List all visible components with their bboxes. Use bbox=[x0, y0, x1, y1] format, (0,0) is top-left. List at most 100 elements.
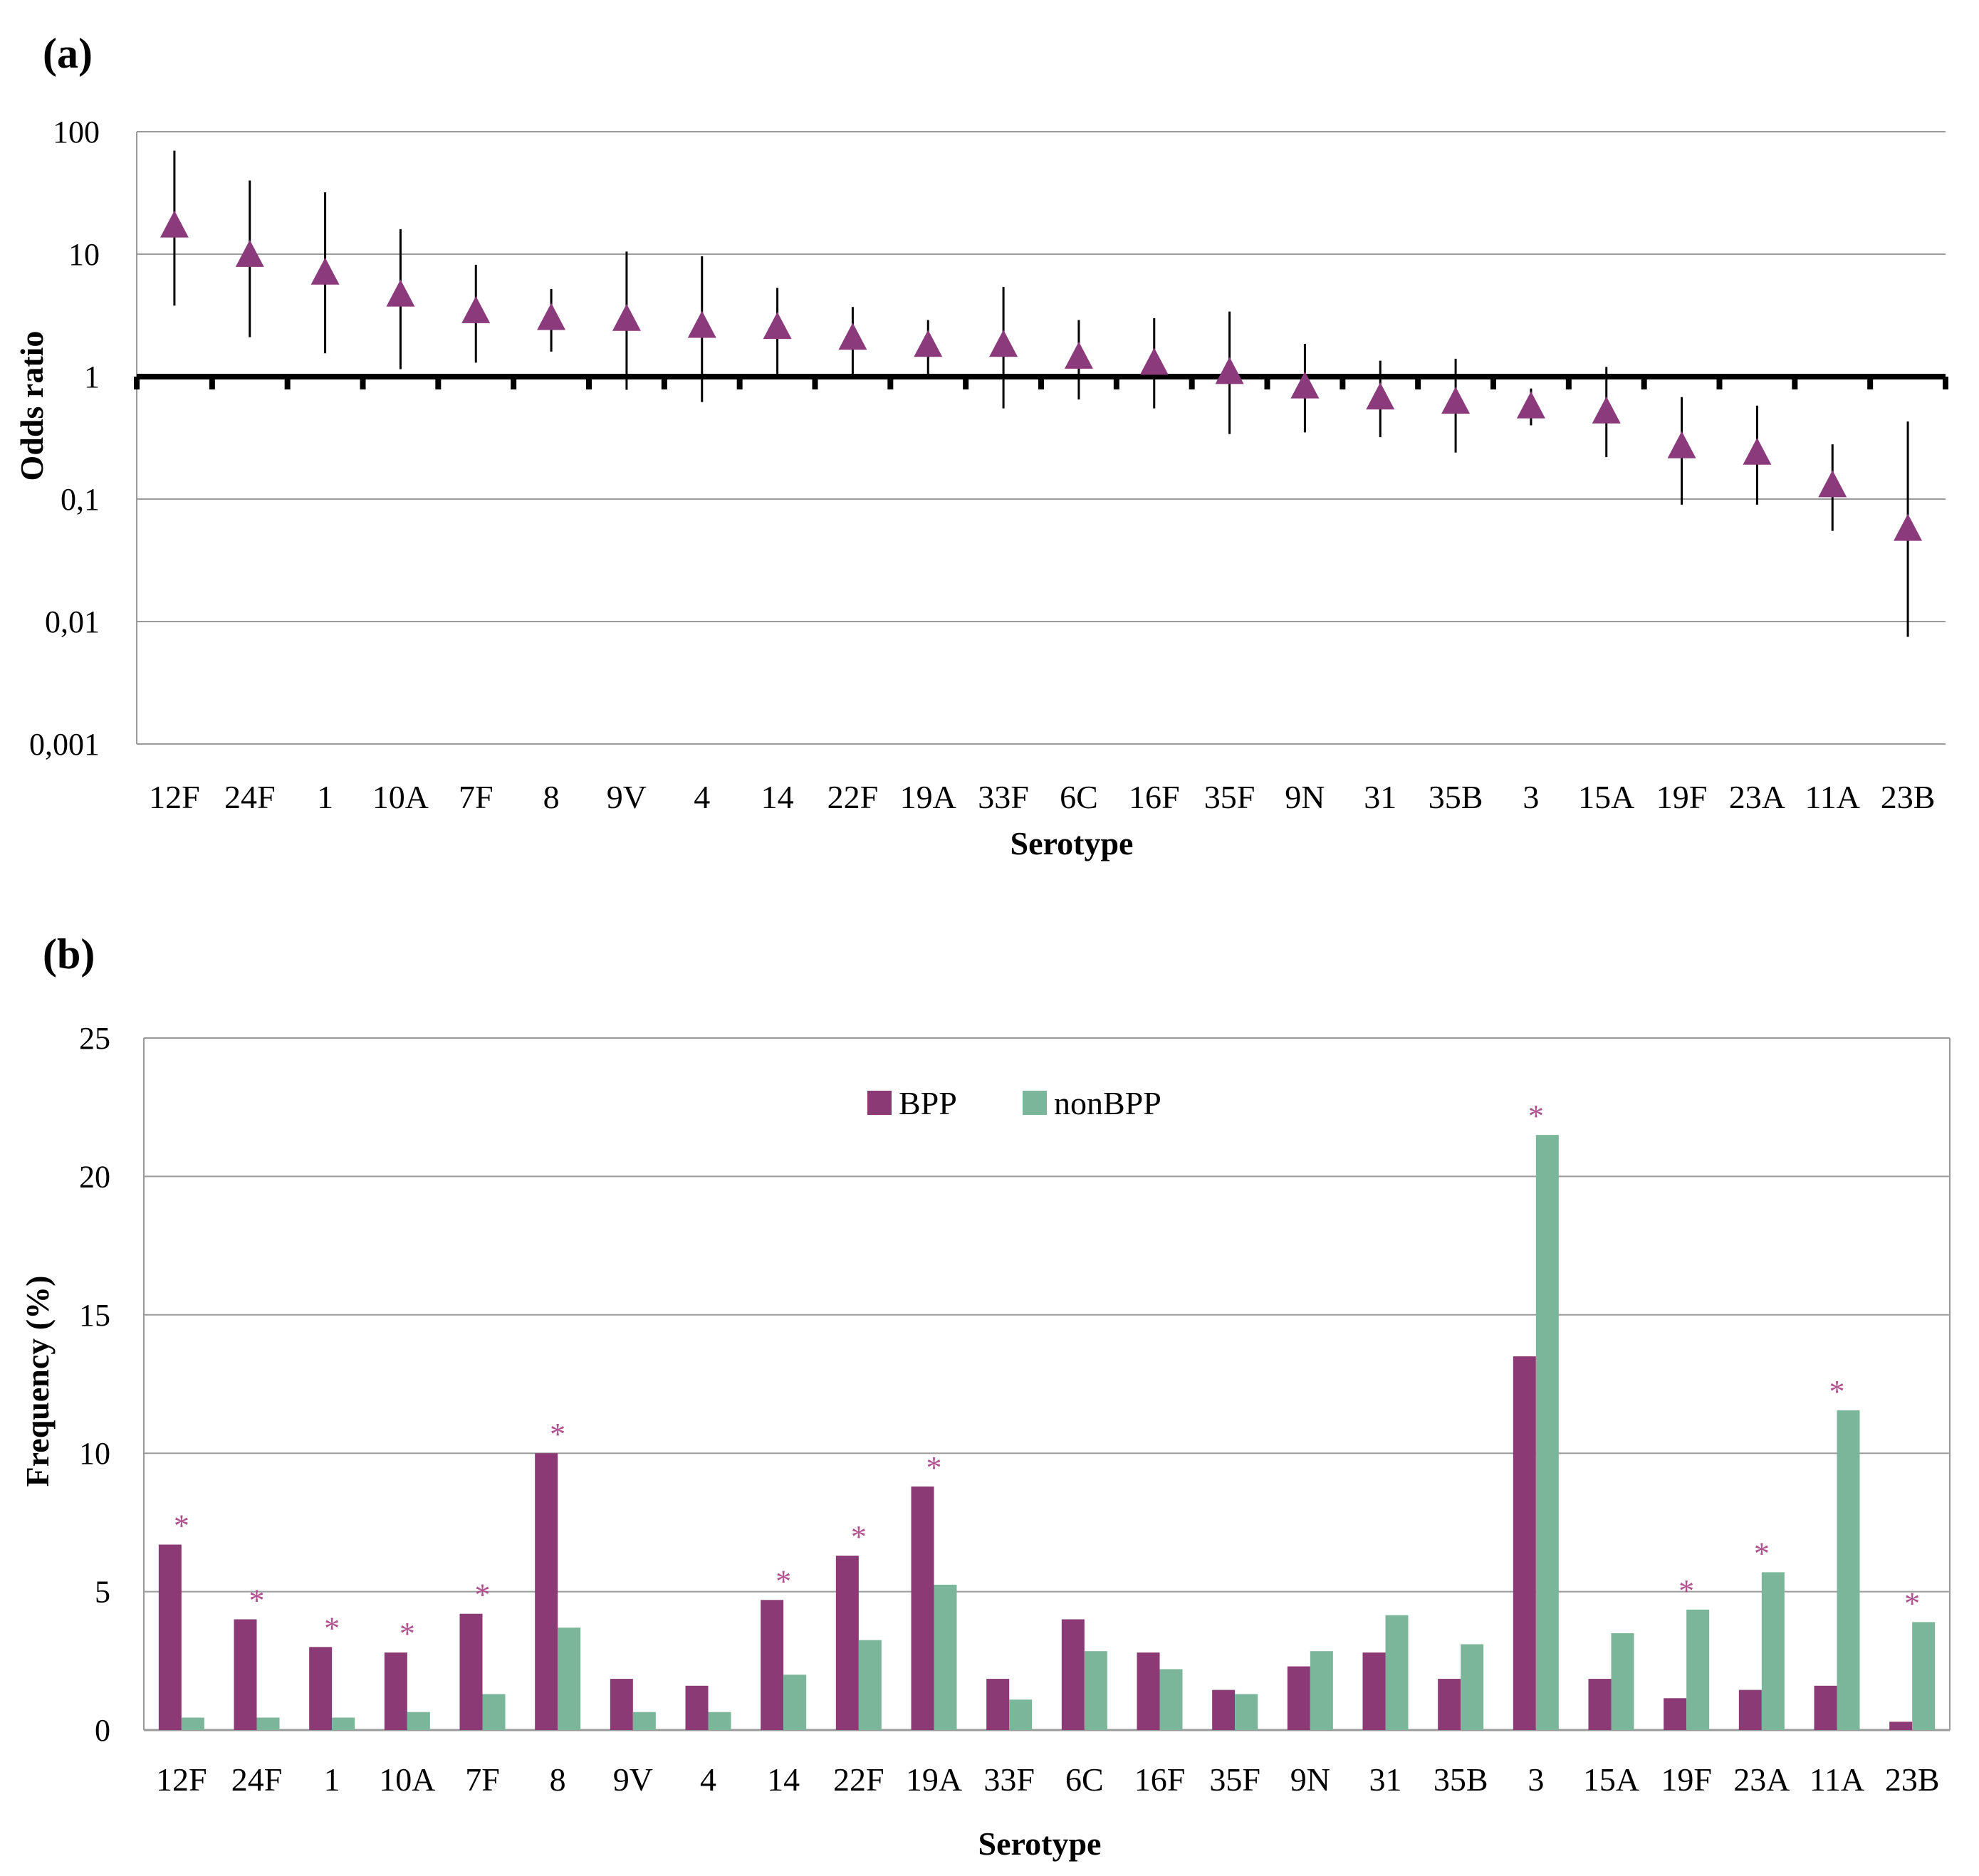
frequency-x-tick-label: 14 bbox=[767, 1761, 800, 1798]
panel-a-label: (a) bbox=[43, 30, 93, 77]
odds-ratio-x-tick-label: 24F bbox=[224, 779, 276, 815]
nonbpp-bar bbox=[1159, 1669, 1183, 1730]
legend-label-bpp: BPP bbox=[899, 1085, 957, 1121]
odds-ratio-x-tick-label: 14 bbox=[761, 779, 794, 815]
frequency-y-tick-label: 5 bbox=[95, 1575, 110, 1610]
odds-ratio-point bbox=[1139, 347, 1169, 375]
frequency-x-tick-label: 24F bbox=[231, 1761, 283, 1798]
significance-star: * bbox=[926, 1450, 942, 1485]
odds-ratio-point bbox=[235, 239, 264, 267]
frequency-y-axis-title: Frequency (%) bbox=[19, 1276, 56, 1487]
odds-ratio-x-tick-label: 16F bbox=[1129, 779, 1180, 815]
nonbpp-bar bbox=[558, 1628, 581, 1730]
odds-ratio-x-tick-label: 11A bbox=[1805, 779, 1860, 815]
bpp-bar bbox=[835, 1556, 859, 1730]
frequency-y-tick-labels: 25 20 15 10 5 0 bbox=[79, 1021, 110, 1748]
odds-ratio-point bbox=[386, 279, 415, 307]
nonbpp-bar bbox=[1461, 1644, 1484, 1730]
bpp-bar bbox=[234, 1619, 257, 1730]
odds-ratio-x-tick-label: 1 bbox=[317, 779, 333, 815]
bpp-bar bbox=[1362, 1652, 1386, 1730]
frequency-y-tick-label: 20 bbox=[79, 1159, 110, 1194]
odds-ratio-x-tick-label: 3 bbox=[1523, 779, 1539, 815]
bpp-bar bbox=[1814, 1685, 1837, 1730]
odds-ratio-point bbox=[914, 330, 943, 357]
nonbpp-bar bbox=[1084, 1651, 1107, 1730]
bpp-bar bbox=[761, 1600, 784, 1730]
odds-ratio-point bbox=[763, 312, 792, 340]
significance-marks: * * * * * * * * * * * * * * bbox=[174, 1099, 1920, 1651]
odds-ratio-y-axis-title: Odds ratio bbox=[14, 331, 50, 481]
odds-ratio-y-tick-label: 10 bbox=[68, 237, 100, 272]
nonbpp-bar bbox=[1912, 1622, 1936, 1730]
frequency-gridlines bbox=[143, 1037, 1951, 1731]
odds-ratio-x-tick-labels: 12F 24F 1 10A 7F 8 9V 4 14 22F 19A 33F 6C 16F 35F 9N 31 3… bbox=[149, 779, 1935, 815]
odds-ratio-x-tick-label: 35F bbox=[1204, 779, 1255, 815]
nonbpp-bar bbox=[783, 1675, 807, 1730]
odds-ratio-y-tick-label: 100 bbox=[53, 115, 100, 150]
odds-ratio-point bbox=[1441, 387, 1471, 414]
odds-ratio-point bbox=[160, 210, 189, 238]
frequency-x-tick-label: 9V bbox=[613, 1761, 653, 1798]
bpp-bar bbox=[685, 1685, 709, 1730]
nonbpp-bar bbox=[1686, 1609, 1710, 1730]
frequency-y-tick-label: 0 bbox=[95, 1713, 110, 1748]
significance-star: * bbox=[776, 1563, 791, 1598]
nonbpp-bar bbox=[1235, 1694, 1258, 1730]
odds-ratio-x-tick-label: 23B bbox=[1881, 779, 1936, 815]
nonbpp-bar bbox=[482, 1694, 506, 1730]
reference-line-group bbox=[134, 374, 1948, 389]
significance-star: * bbox=[851, 1519, 867, 1554]
frequency-x-tick-label: 7F bbox=[465, 1761, 500, 1798]
frequency-x-tick-label: 35F bbox=[1209, 1761, 1260, 1798]
odds-ratio-y-tick-label: 1 bbox=[84, 360, 100, 394]
bpp-bar bbox=[610, 1679, 633, 1730]
odds-ratio-markers bbox=[160, 210, 1923, 541]
significance-star: * bbox=[475, 1578, 491, 1613]
significance-star: * bbox=[174, 1509, 189, 1544]
odds-ratio-point bbox=[1667, 431, 1696, 458]
frequency-y-tick-label: 10 bbox=[79, 1436, 110, 1471]
frequency-x-tick-label: 16F bbox=[1134, 1761, 1186, 1798]
significance-star: * bbox=[550, 1417, 565, 1452]
frequency-x-tick-label: 11A bbox=[1810, 1761, 1865, 1798]
odds-ratio-y-tick-label: 0,1 bbox=[61, 482, 100, 517]
bpp-bar bbox=[911, 1486, 934, 1730]
nonbpp-bar bbox=[708, 1712, 731, 1730]
odds-ratio-y-tick-label: 0,01 bbox=[45, 604, 100, 639]
bpp-bar bbox=[1889, 1722, 1913, 1730]
odds-ratio-point bbox=[838, 323, 867, 350]
bpp-bar bbox=[986, 1679, 1010, 1730]
nonbpp-bar bbox=[1535, 1135, 1559, 1730]
odds-ratio-x-tick-label: 4 bbox=[694, 779, 710, 815]
nonbpp-bar bbox=[1385, 1615, 1409, 1730]
nonbpp-bar bbox=[407, 1712, 430, 1730]
significance-star: * bbox=[1904, 1586, 1920, 1620]
frequency-x-tick-label: 15A bbox=[1583, 1761, 1639, 1798]
significance-star: * bbox=[1829, 1374, 1845, 1409]
odds-ratio-y-tick-label: 0,001 bbox=[29, 727, 100, 762]
odds-ratio-x-tick-label: 15A bbox=[1578, 779, 1634, 815]
odds-ratio-point bbox=[1743, 437, 1772, 465]
frequency-bars bbox=[158, 1135, 1936, 1730]
bpp-bar bbox=[309, 1647, 333, 1730]
legend-swatch-nonbpp bbox=[1023, 1091, 1047, 1115]
odds-ratio-x-tick-label: 22F bbox=[827, 779, 879, 815]
frequency-x-tick-label: 9N bbox=[1290, 1761, 1330, 1798]
significance-star: * bbox=[1754, 1536, 1770, 1571]
odds-ratio-x-tick-label: 33F bbox=[978, 779, 1029, 815]
significance-star: * bbox=[1528, 1099, 1544, 1133]
odds-ratio-point bbox=[310, 257, 340, 285]
significance-star: * bbox=[324, 1610, 340, 1645]
nonbpp-bar bbox=[332, 1717, 355, 1730]
bpp-bar bbox=[1438, 1679, 1461, 1730]
odds-ratio-point bbox=[989, 330, 1018, 357]
bpp-bar bbox=[459, 1613, 483, 1730]
odds-ratio-error-bars bbox=[173, 150, 1909, 637]
nonbpp-bar bbox=[1837, 1410, 1860, 1730]
odds-ratio-x-tick-label: 9V bbox=[607, 779, 647, 815]
bpp-bar bbox=[1738, 1689, 1762, 1730]
bpp-bar bbox=[535, 1453, 558, 1730]
